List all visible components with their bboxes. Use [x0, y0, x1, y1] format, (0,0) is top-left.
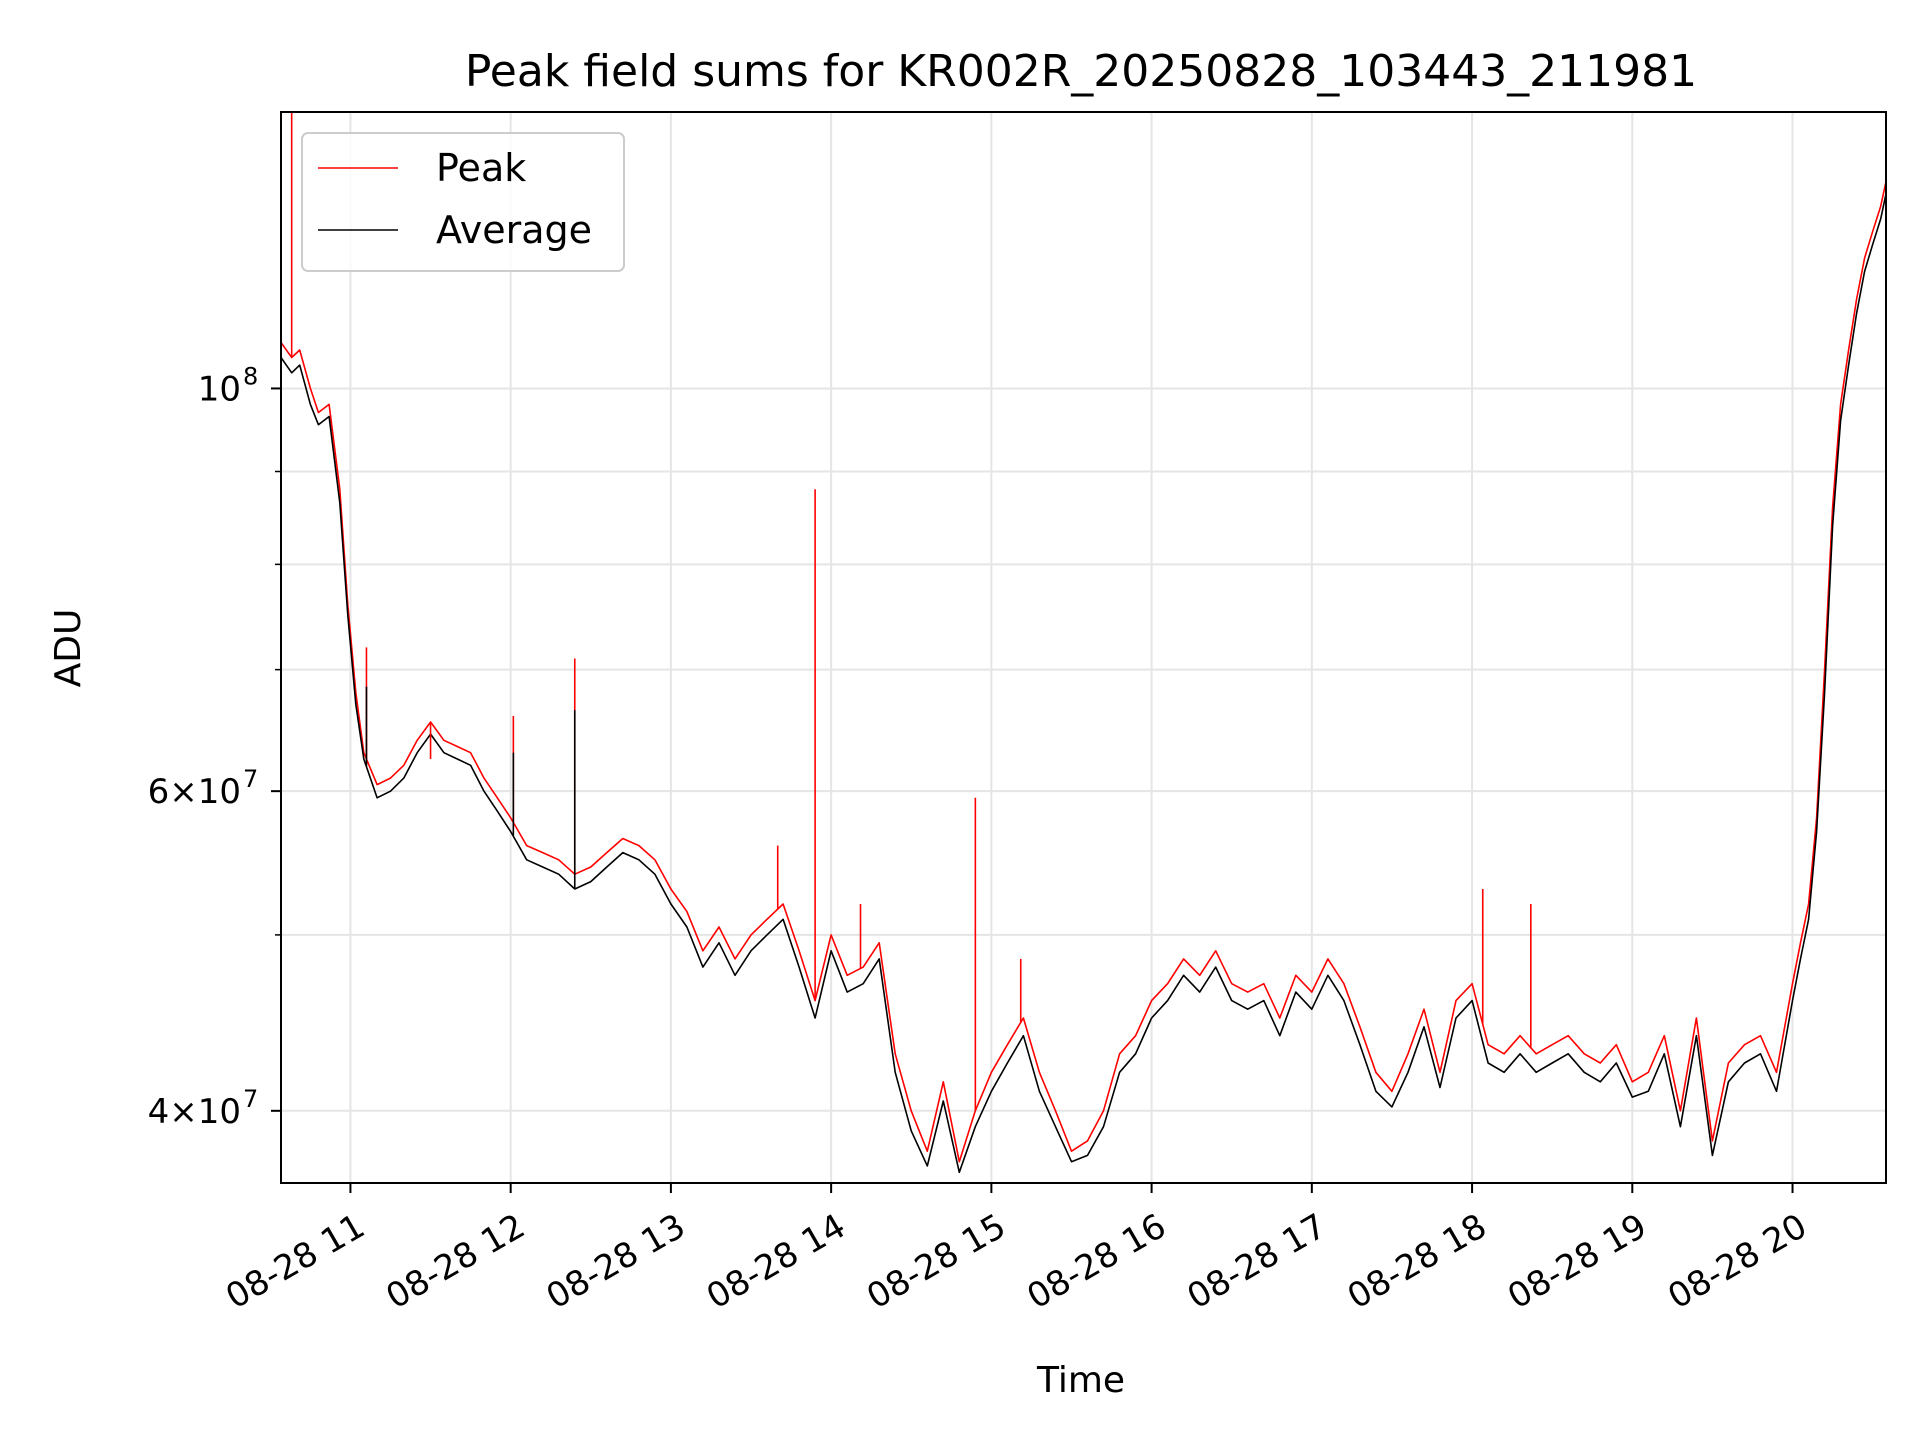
y-tick-label-exponent: 7 — [243, 765, 258, 793]
y-tick-label: 6×10 — [148, 772, 241, 812]
y-tick-label: 10 — [198, 369, 241, 409]
legend-label-peak: Peak — [436, 146, 526, 190]
y-axis-label: ADU — [48, 609, 89, 688]
series-group — [280, 112, 1887, 1174]
y-tick-label: 4×10 — [148, 1092, 241, 1132]
legend: Peak Average — [301, 132, 625, 272]
series-line-average — [280, 193, 1887, 1174]
legend-label-average: Average — [436, 208, 592, 252]
y-tick-label-exponent: 8 — [243, 362, 258, 390]
y-tick-label-base: 10 — [198, 369, 241, 409]
x-axis-label: Time — [1036, 1360, 1125, 1401]
plot-frame — [280, 111, 1887, 1184]
y-tick-label-base: 6×10 — [148, 772, 241, 812]
chart-title: Peak field sums for KR002R_20250828_1034… — [465, 46, 1697, 97]
y-tick-label-exponent: 7 — [243, 1085, 258, 1113]
series-line-peak — [280, 181, 1887, 1163]
grid — [281, 112, 1886, 1183]
y-tick-label-base: 4×10 — [148, 1092, 241, 1132]
